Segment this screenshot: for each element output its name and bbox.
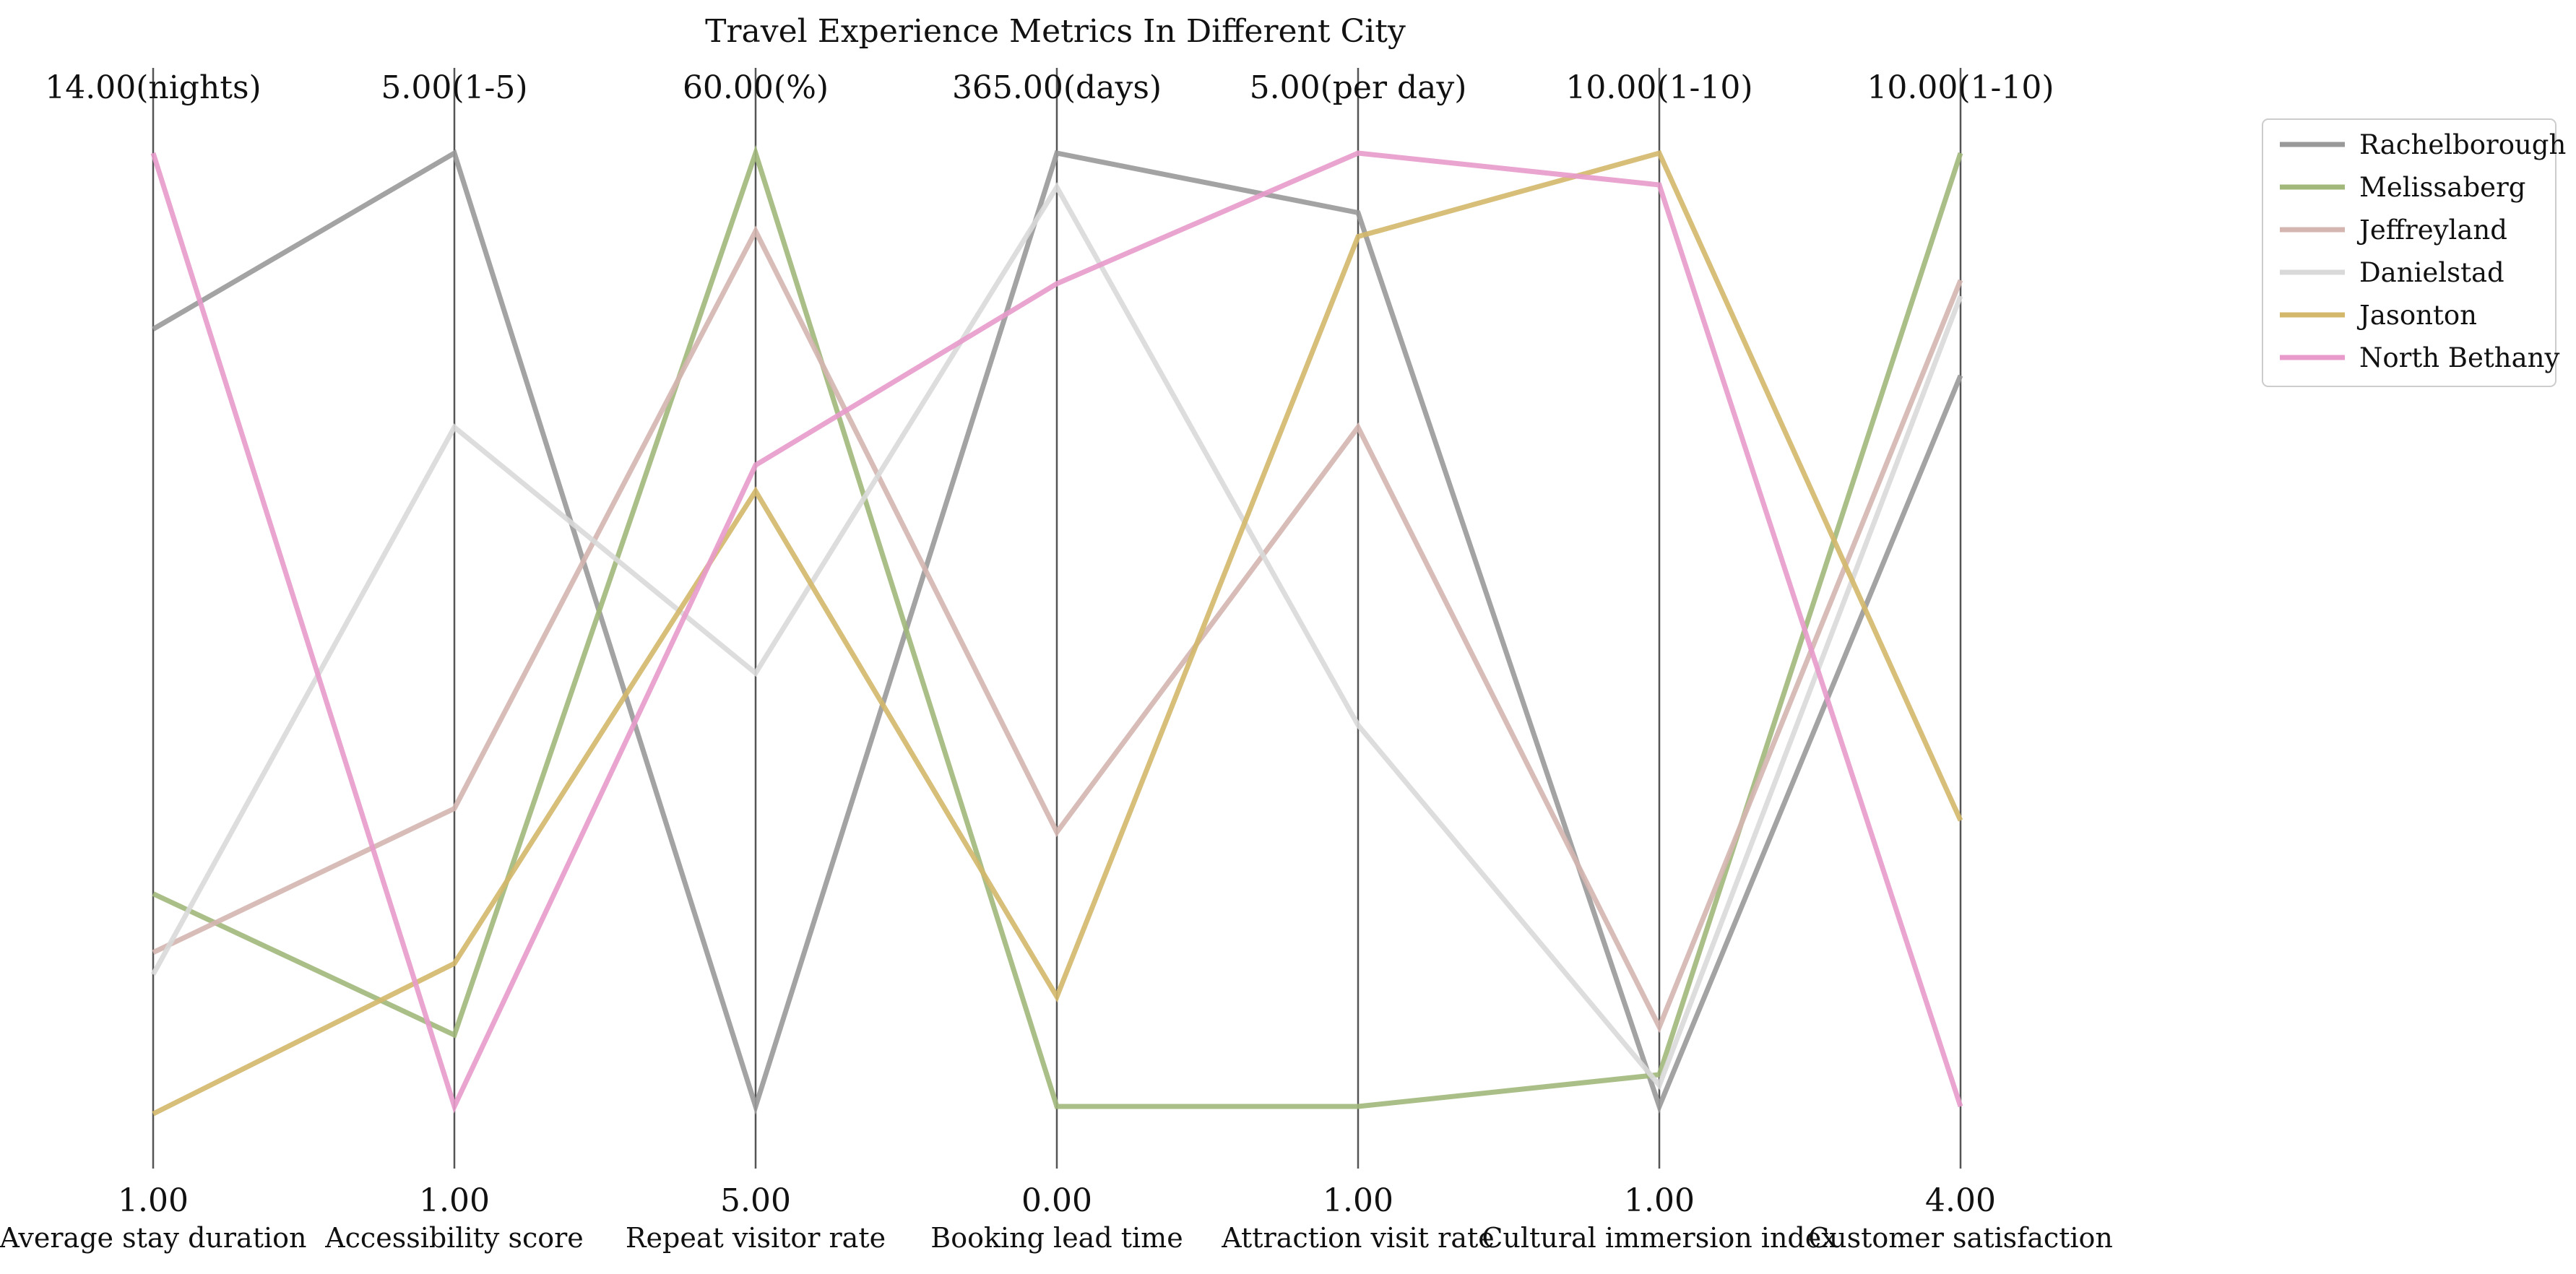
- series-line: [150, 150, 1963, 1114]
- axis-name-label: Booking lead time: [930, 1222, 1183, 1254]
- axis-min-label: 1.00: [118, 1182, 189, 1219]
- axis-name-label: Accessibility score: [324, 1222, 584, 1254]
- legend-label: Jeffreyland: [2356, 214, 2507, 246]
- axis-max-label: 10.00(1-10): [1565, 69, 1752, 106]
- series-line: [150, 182, 1963, 1091]
- axis-min-label: 0.00: [1021, 1182, 1092, 1219]
- axis-max-label: 5.00(per day): [1250, 69, 1467, 106]
- axis-name-label: Attraction visit rate: [1221, 1222, 1494, 1254]
- legend-label: Danielstad: [2359, 257, 2504, 288]
- axis-name-label: Repeat visitor rate: [626, 1222, 886, 1254]
- axis-min-label: 1.00: [1624, 1182, 1695, 1219]
- legend-label: Melissaberg: [2359, 172, 2525, 203]
- axis-name-label: Average stay duration: [0, 1222, 306, 1254]
- axis-min-label: 5.00: [720, 1182, 791, 1219]
- axis-name-label: Cultural immersion index: [1482, 1222, 1836, 1254]
- axis-min-label: 4.00: [1925, 1182, 1996, 1219]
- legend: Rachelborough Melissaberg Jeffreyland Danie…: [2262, 118, 2566, 387]
- axis-max-label: 10.00(1-10): [1867, 69, 2054, 106]
- axis-min-label: 1.00: [1323, 1182, 1393, 1219]
- chart-title: Travel Experience Metrics In Different C…: [705, 13, 1406, 50]
- series-line: [152, 144, 1963, 1109]
- axis-min-label: 1.00: [419, 1182, 490, 1219]
- legend-label: Rachelborough: [2359, 129, 2566, 160]
- legend-label: North Bethany: [2359, 342, 2559, 373]
- axis-max-label: 60.00(%): [683, 69, 829, 106]
- series-line: [152, 150, 1963, 1117]
- series-lines-layer: [150, 144, 1963, 1117]
- series-line: [152, 149, 1963, 1115]
- legend-label: Jasonton: [2356, 300, 2477, 331]
- axis-name-label: Customer satisfaction: [1808, 1222, 2113, 1254]
- axis-max-label: 14.00(nights): [45, 69, 261, 106]
- axis-max-label: 365.00(days): [952, 69, 1162, 106]
- axis-max-label: 5.00(1-5): [381, 69, 527, 106]
- series-line: [152, 225, 1963, 1034]
